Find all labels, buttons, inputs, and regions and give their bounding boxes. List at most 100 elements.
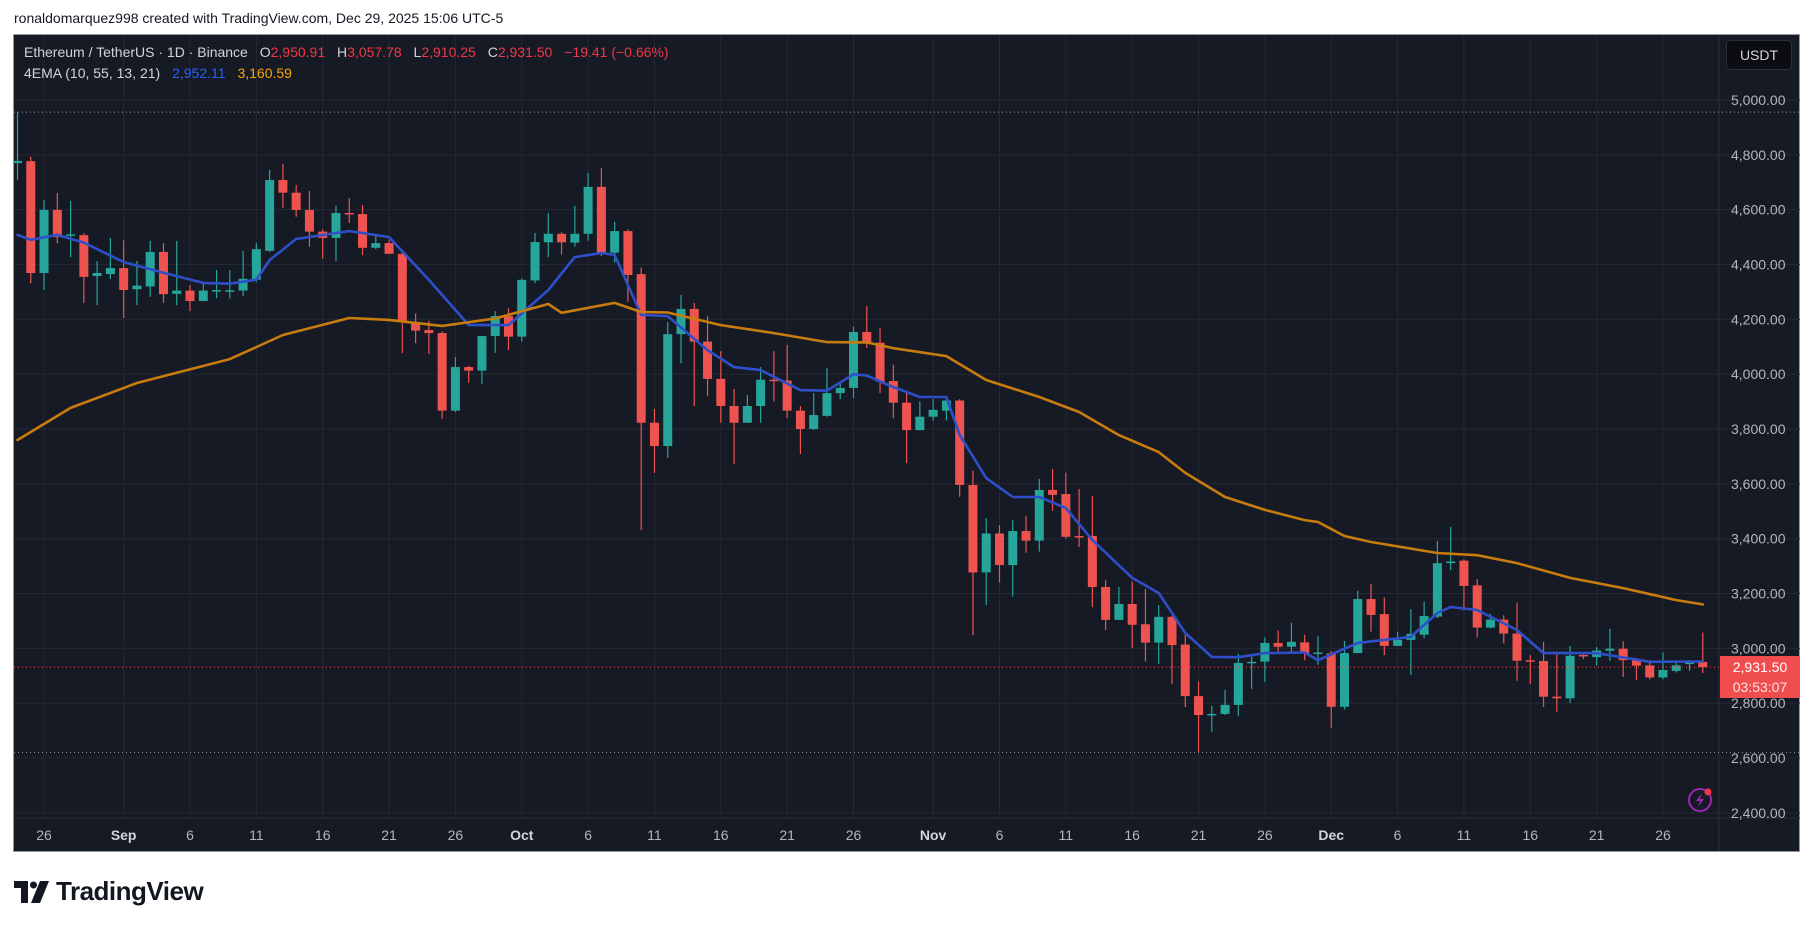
tradingview-logo-icon [14,880,49,903]
symbol-title[interactable]: Ethereum / TetherUS · 1D · Binance [24,44,248,60]
candle [822,368,832,417]
candle [955,399,965,497]
change-value: −19.41 (−0.66%) [564,44,669,60]
candle [530,232,540,284]
low-value: 2,910.25 [421,44,476,60]
candle [703,316,713,397]
candle [1286,622,1296,652]
candle [795,406,805,454]
candle [1565,645,1575,703]
time-tick: 26 [1257,827,1273,843]
bar-countdown: 03:53:07 [1732,679,1788,695]
candle [1300,634,1310,661]
candle [265,169,275,252]
price-tick: 4,000.00 [1731,366,1786,382]
time-tick: 21 [1589,827,1605,843]
candle [450,356,460,413]
candle [1207,705,1217,732]
candle [835,382,845,400]
close-label: C [487,44,498,60]
candle [1180,634,1190,708]
candle [1326,651,1336,728]
candle [729,389,739,465]
candle [384,239,394,254]
time-tick: 11 [1059,827,1074,843]
time-tick: 21 [779,827,795,843]
lightning-alert-icon[interactable] [1688,788,1712,812]
price-tick: 2,600.00 [1731,750,1786,766]
candle [1273,630,1283,653]
price-tick: 3,800.00 [1731,421,1786,437]
candle [185,285,195,312]
tradingview-brand[interactable]: TradingView [14,876,204,907]
price-tick: 4,200.00 [1731,311,1786,327]
candle [371,236,381,250]
currency-button[interactable]: USDT [1726,40,1792,70]
indicator-legend-row[interactable]: 4EMA (10, 55, 13, 21) 2,952.11 3,160.59 [24,63,669,84]
price-axis[interactable]: 5,000.00 4,800.00 4,600.00 4,400.00 4,200.00… [1731,92,1786,821]
candle [1220,689,1230,716]
candle [291,185,301,217]
candle [782,344,792,419]
last-price-value: 2,931.50 [1732,659,1788,675]
candle [809,393,819,430]
price-tick: 3,000.00 [1731,640,1786,656]
time-tick: Oct [510,827,534,843]
close-value: 2,931.50 [497,44,553,60]
candle [26,156,36,284]
candle [1087,495,1097,607]
candle [1140,588,1150,662]
candle [1034,478,1044,552]
time-tick: 16 [1522,827,1538,843]
candle [1340,640,1349,710]
candle [1618,641,1628,677]
price-tick: 2,800.00 [1731,695,1786,711]
candle [79,233,89,303]
candle [1419,601,1429,639]
candle [968,470,978,636]
candle [570,205,580,247]
chart-legend: Ethereum / TetherUS · 1D · Binance O2,95… [24,42,669,84]
price-tick: 2,400.00 [1731,805,1786,821]
candle [1114,586,1124,620]
candle [105,237,115,280]
candle [278,163,288,209]
price-tick: 3,400.00 [1731,531,1786,547]
candle [1127,581,1137,649]
time-tick: 6 [1394,827,1402,843]
candle [928,399,938,421]
candle [756,367,766,423]
candle [1167,615,1177,685]
candle [716,351,726,423]
indicator-title[interactable]: 4EMA (10, 55, 13, 21) [24,65,161,81]
price-tick: 5,000.00 [1731,92,1786,108]
symbol-legend-row[interactable]: Ethereum / TetherUS · 1D · Binance O2,95… [24,42,669,63]
candle [358,205,368,256]
candle [1446,526,1456,570]
candle [477,336,487,385]
time-tick: 6 [996,827,1004,843]
candle [1698,632,1708,674]
candle [238,250,248,297]
candle [583,173,593,241]
candle [1645,660,1655,680]
brand-name: TradingView [56,876,204,906]
time-tick: 26 [1655,827,1671,843]
candle [132,260,142,306]
candle [557,232,567,255]
ema-slow-line [16,301,1705,606]
candle [1008,520,1018,597]
candle [1472,579,1482,638]
candle [39,200,49,291]
open-value: 2,950.91 [270,44,326,60]
candle [13,112,22,181]
time-axis[interactable]: 26 Sep 6 11 16 21 26 Oct 6 11 16 21 26 Nov 6 11 16 21 26 De… [36,827,1671,843]
price-tick: 3,200.00 [1731,586,1786,602]
candle [437,331,447,419]
time-tick: 11 [249,827,264,843]
candle [1552,651,1562,712]
candle [424,320,434,354]
candle [623,229,633,302]
candle [649,409,659,473]
